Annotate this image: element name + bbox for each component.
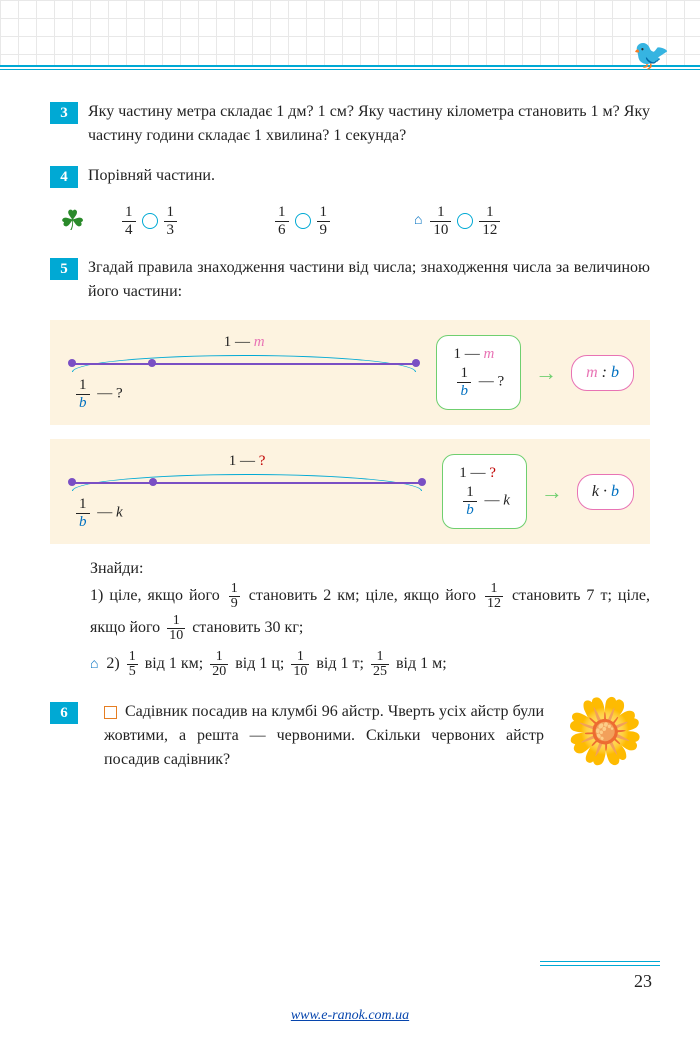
text: становить 2 км; ціле, якщо його xyxy=(249,587,482,604)
text: 1) ціле, якщо його xyxy=(90,587,226,604)
label: 1 — xyxy=(224,334,254,350)
formula-box: 1 — m 1b — ? xyxy=(436,335,521,410)
compare-circle xyxy=(295,213,311,229)
fraction-numerator: 1 xyxy=(76,496,90,514)
segment-line xyxy=(72,472,422,494)
task-text: Садівник посадив на клумбі 96 айстр. Чве… xyxy=(104,700,544,772)
fraction-numerator: 1 xyxy=(317,204,331,222)
question-mark: ? xyxy=(259,453,266,469)
diagram: 1 — m 1b — ? xyxy=(66,334,422,411)
fraction-numerator: 1 xyxy=(457,365,471,383)
fraction-denominator: 9 xyxy=(317,222,331,239)
task-3: 3 Яку частину метра складає 1 дм? 1 см? … xyxy=(50,100,650,148)
footer-rule xyxy=(540,965,660,966)
fraction-denominator: b xyxy=(457,383,471,400)
fraction-numerator: 1 xyxy=(430,204,451,222)
fraction-numerator: 1 xyxy=(479,204,500,222)
text: становить 30 кг; xyxy=(192,619,303,636)
compare-circle xyxy=(457,213,473,229)
fraction-denominator: 3 xyxy=(164,222,178,239)
result-box: k · b xyxy=(577,474,634,510)
fraction-denominator: b xyxy=(76,514,90,531)
fraction-numerator: 1 xyxy=(122,204,136,222)
label: 1 — xyxy=(459,465,489,481)
diagram: 1 — ? 1b — k xyxy=(66,453,428,530)
source-url-link[interactable]: www.e-ranok.com.ua xyxy=(291,1008,409,1023)
compare-circle xyxy=(142,213,158,229)
compare-pair: 14 13 xyxy=(118,204,181,238)
bird-decoration: 🐦 xyxy=(633,38,670,73)
label: — xyxy=(97,504,116,520)
task-number: 4 xyxy=(50,166,78,188)
task-number: 5 xyxy=(50,258,78,280)
variable-m: m xyxy=(254,334,265,350)
question-mark: ? xyxy=(489,465,496,481)
fraction-numerator: 1 xyxy=(275,204,289,222)
label: — ? xyxy=(97,385,122,401)
task-4: 4 Порівняй частини. xyxy=(50,164,650,188)
fraction-denominator: 12 xyxy=(479,222,500,239)
variable-m: m xyxy=(483,346,494,362)
compare-pair: 16 19 xyxy=(271,204,334,238)
page-content: 3 Яку частину метра складає 1 дм? 1 см? … xyxy=(0,0,700,828)
square-marker-icon xyxy=(104,706,117,719)
task-text: Згадай правила знаходження частини від ч… xyxy=(88,256,650,304)
fraction-numerator: 1 xyxy=(164,204,178,222)
formula-box: 1 — ? 1b — k xyxy=(442,454,527,529)
text: 2) xyxy=(106,655,123,672)
variable-k: k xyxy=(503,492,510,508)
footer-rule xyxy=(540,961,660,962)
rule-panel-2: 1 — ? 1b — k 1 — ? 1b — k → xyxy=(50,439,650,544)
sub-task-2: ⌂ 2) 15 від 1 км; 120 від 1 ц; 110 від 1… xyxy=(90,648,650,680)
rule-panel-1: 1 — m 1b — ? 1 — m 1b — ? → xyxy=(50,320,650,425)
clover-icon: ☘ xyxy=(60,204,100,238)
compare-row: ☘ 14 13 16 19 ⌂ 110 112 xyxy=(60,204,650,238)
fraction-denominator: b xyxy=(463,502,477,519)
arrow-icon: → xyxy=(535,360,557,386)
home-icon: ⌂ xyxy=(414,213,422,229)
page-number: 23 xyxy=(634,971,652,992)
sub-task-1: 1) ціле, якщо його 19 становить 2 км; ці… xyxy=(90,580,650,644)
fraction-numerator: 1 xyxy=(76,377,90,395)
task-number: 3 xyxy=(50,102,78,124)
footer-link: www.e-ranok.com.ua xyxy=(0,1008,700,1024)
segment-line xyxy=(72,353,416,375)
label: — xyxy=(484,492,503,508)
fraction-denominator: 4 xyxy=(122,222,136,239)
variable-k: k xyxy=(116,504,123,520)
fraction-denominator: 6 xyxy=(275,222,289,239)
result-box: m : b xyxy=(571,355,634,391)
task-5: 5 Згадай правила знаходження частини від… xyxy=(50,256,650,304)
sub-tasks: Знайди: 1) ціле, якщо його 19 становить … xyxy=(90,558,650,680)
page-header-grid xyxy=(0,0,700,67)
fraction-numerator: 1 xyxy=(463,484,477,502)
task-number: 6 xyxy=(50,702,78,724)
label: — ? xyxy=(479,373,504,389)
find-label: Знайди: xyxy=(90,558,650,580)
task-6: 6 Садівник посадив на клумбі 96 айстр. Ч… xyxy=(50,700,650,772)
compare-pair: ⌂ 110 112 xyxy=(414,204,504,238)
label: 1 — xyxy=(453,346,483,362)
task-text: Яку частину метра складає 1 дм? 1 см? Як… xyxy=(88,100,650,148)
arrow-icon: → xyxy=(541,479,563,505)
label: 1 — xyxy=(229,453,259,469)
fraction-denominator: b xyxy=(76,395,90,412)
text: Садівник посадив на клумбі 96 айстр. Чве… xyxy=(104,703,544,768)
fraction-denominator: 10 xyxy=(430,222,451,239)
home-icon: ⌂ xyxy=(90,657,98,672)
task-text: Порівняй частини. xyxy=(88,164,650,188)
flower-illustration: 🌼 xyxy=(560,700,650,772)
